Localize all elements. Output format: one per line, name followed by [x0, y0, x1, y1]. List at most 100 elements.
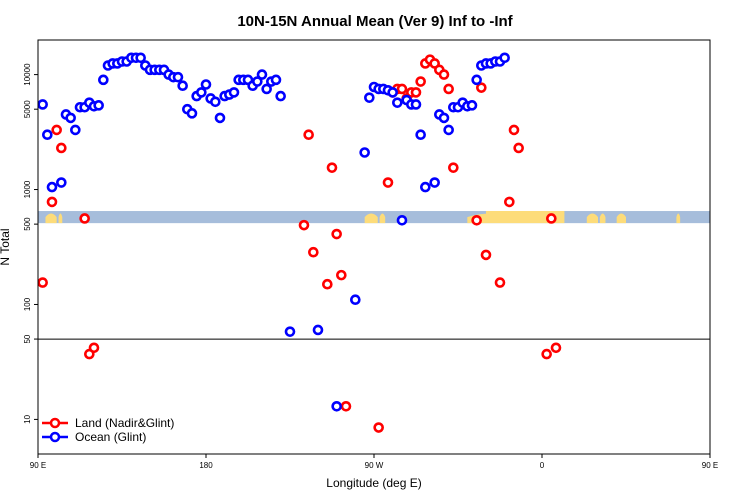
ocean-point [387, 87, 398, 98]
y-tick-label: 10 [23, 414, 32, 423]
chart-title: 10N-15N Annual Mean (Ver 9) Inf to -Inf [237, 13, 513, 30]
ocean-point [350, 294, 361, 306]
land-point [331, 228, 342, 240]
ocean-point [275, 90, 286, 102]
ocean-point [429, 177, 440, 188]
land-point [322, 278, 333, 290]
land-band [45, 211, 681, 224]
land-point [298, 219, 310, 231]
y-axis: 10 50 100 500 1000 5000 10000 [23, 63, 38, 424]
ocean-point [38, 99, 48, 110]
land-point [38, 277, 48, 288]
y-axis-label: N Total [0, 228, 12, 265]
x-tick-label: 0 [540, 461, 545, 470]
land-point [51, 124, 62, 136]
ocean-point [359, 147, 370, 158]
legend: Land (Nadir&Glint) Ocean (Glint) [42, 416, 174, 444]
land-point [550, 342, 562, 354]
land-point [508, 124, 520, 136]
land-point [79, 213, 90, 224]
land-point [88, 342, 100, 354]
land-point [438, 69, 450, 80]
land-point [46, 196, 58, 208]
ocean-point [186, 108, 198, 119]
ocean-point [499, 52, 510, 64]
land-point [340, 401, 352, 412]
ocean-point [466, 100, 478, 111]
land-point [504, 196, 515, 208]
land-point [541, 348, 552, 360]
land-point [480, 249, 492, 261]
ocean-point [284, 326, 296, 337]
x-axis: 90 E 180 90 W 0 90 E [30, 454, 718, 470]
legend-label-land: Land (Nadir&Glint) [75, 416, 174, 430]
ocean-point [196, 87, 207, 98]
y-tick-label: 5000 [23, 100, 32, 118]
land-point [415, 76, 426, 87]
x-tick-label: 180 [199, 461, 213, 470]
ocean-point [364, 92, 375, 103]
ocean-point [200, 79, 212, 90]
ocean-point [46, 181, 58, 193]
ocean-point [261, 83, 272, 95]
land-point [326, 162, 338, 173]
ocean-point [228, 87, 240, 98]
land-point [448, 162, 459, 173]
legend-item-land: Land (Nadir&Glint) [42, 416, 174, 430]
ocean-point [93, 100, 104, 111]
plot-frame [37, 39, 711, 455]
ocean-series [38, 52, 510, 412]
land-point [443, 83, 454, 95]
ocean-point [42, 129, 53, 140]
y-tick-label: 50 [23, 334, 32, 343]
land-sea-band [38, 211, 710, 224]
ocean-point [98, 74, 109, 86]
ocean-point [172, 71, 184, 83]
land-point [382, 177, 394, 188]
x-tick-label: 90 E [702, 461, 718, 470]
land-point [476, 82, 487, 93]
x-axis-label: Longitude (deg E) [326, 476, 421, 490]
ocean-point [135, 52, 146, 64]
land-point [308, 246, 319, 258]
land-point [56, 142, 67, 154]
ocean-point [256, 69, 268, 80]
ocean-point [410, 99, 422, 110]
ocean-point [70, 124, 81, 136]
ocean-point [252, 76, 263, 87]
x-tick-label: 90 E [30, 461, 46, 470]
ocean-point [438, 112, 450, 124]
ocean-point [312, 324, 324, 336]
land-point [471, 214, 482, 226]
ocean-point [420, 181, 431, 193]
ocean-point [177, 80, 188, 92]
ocean-point [443, 124, 454, 136]
ocean-point [331, 401, 342, 412]
y-tick-label: 1000 [23, 180, 32, 198]
land-point [546, 213, 557, 224]
land-point [303, 129, 314, 140]
ocean-point [65, 112, 76, 124]
y-tick-label: 100 [23, 297, 32, 311]
land-point [410, 87, 422, 98]
ocean-point [396, 214, 408, 226]
land-point [373, 422, 384, 433]
ocean-point [270, 74, 282, 86]
ocean-point [214, 112, 226, 124]
land-point [396, 83, 408, 95]
ocean-point [392, 97, 403, 108]
legend-label-ocean: Ocean (Glint) [75, 430, 146, 444]
ocean-point [415, 129, 426, 140]
ocean-point [56, 177, 67, 188]
y-tick-label: 10000 [23, 63, 32, 86]
legend-marker-ocean [49, 431, 61, 443]
land-point [513, 142, 524, 154]
legend-item-ocean: Ocean (Glint) [42, 430, 146, 444]
legend-marker-land [49, 417, 61, 429]
ocean-point [210, 96, 221, 108]
land-series [38, 54, 562, 433]
land-point [336, 269, 347, 281]
land-point [494, 277, 506, 288]
ocean-point [471, 74, 482, 86]
